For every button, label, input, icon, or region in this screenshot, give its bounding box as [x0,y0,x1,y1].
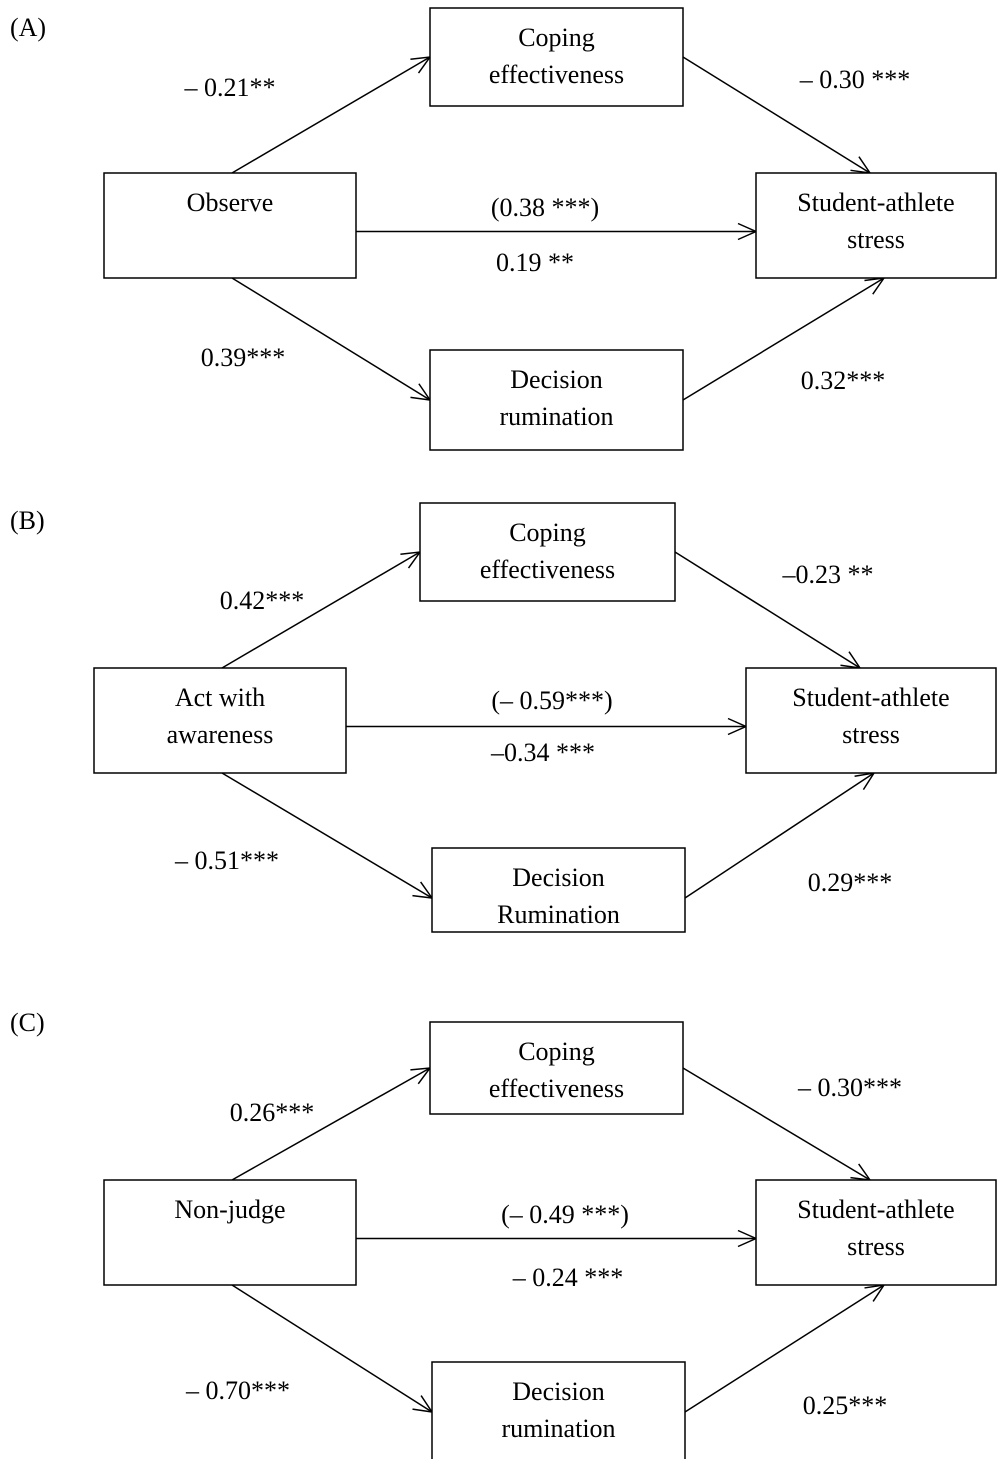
path-coefficient: 0.25*** [803,1391,888,1420]
arrow [231,1284,432,1412]
node-box [93,667,347,774]
node-label: Rumination [497,900,620,929]
path-coefficient: (– 0.59***) [491,686,612,715]
path-coefficient: 0.26*** [230,1098,315,1127]
node-label: Student-athlete [792,683,949,712]
node-label: Decision [510,365,602,394]
path-coefficient: (– 0.49 ***) [501,1200,629,1229]
path-coefficient: 0.19 ** [496,248,574,277]
node-label: Student-athlete [797,1195,954,1224]
arrow [682,1067,870,1180]
panel-label: (B) [10,506,45,535]
path-coefficient: 0.32*** [801,366,886,395]
node-box [755,1179,997,1286]
node-label: effectiveness [480,555,615,584]
node-label: rumination [501,1414,615,1443]
panel-label: (C) [10,1008,45,1037]
node-label: Coping [518,1037,595,1066]
node-label: stress [847,1232,905,1261]
path-coefficient: –0.34 *** [490,738,595,767]
node-box [103,1179,357,1286]
arrow [221,772,432,898]
arrow [231,1068,430,1181]
node-label: Decision [512,1377,604,1406]
arrow [682,278,884,401]
node-label: Act with [175,683,265,712]
path-coefficient: (0.38 ***) [491,193,599,222]
node-label: Student-athlete [797,188,954,217]
node-label: stress [847,225,905,254]
node-label: Coping [518,23,595,52]
node-label: awareness [167,720,274,749]
node-label: effectiveness [489,60,624,89]
path-coefficient: –0.23 ** [782,560,874,589]
node-box [429,7,684,107]
panel-label: (A) [10,13,46,42]
node-label: Coping [509,518,586,547]
node-label: Decision [512,863,604,892]
arrow [682,56,870,173]
path-coefficient: 0.42*** [220,586,305,615]
node-box [419,502,676,602]
path-coefficient: – 0.24 *** [512,1263,624,1292]
path-coefficient: – 0.21** [184,73,276,102]
node-box [755,172,997,279]
node-label: stress [842,720,900,749]
path-coefficient: – 0.30*** [797,1073,902,1102]
node-label: rumination [499,402,613,431]
path-coefficient: – 0.30 *** [799,65,911,94]
node-box [429,349,684,451]
arrow [674,551,860,668]
node-box [431,847,686,933]
path-coefficient: 0.29*** [808,868,893,897]
arrow [684,773,874,899]
node-box [429,1021,684,1115]
path-coefficient: 0.39*** [201,343,286,372]
path-coefficient: – 0.70*** [185,1376,290,1405]
arrow [684,1285,884,1413]
node-label: Observe [187,188,274,217]
node-label: Non-judge [174,1195,285,1224]
node-label: effectiveness [489,1074,624,1103]
path-coefficient: – 0.51*** [174,846,279,875]
node-box [745,667,997,774]
arrow [231,277,430,400]
arrow [221,552,420,669]
node-box [103,172,357,279]
arrow [231,57,430,174]
node-box [431,1361,686,1459]
